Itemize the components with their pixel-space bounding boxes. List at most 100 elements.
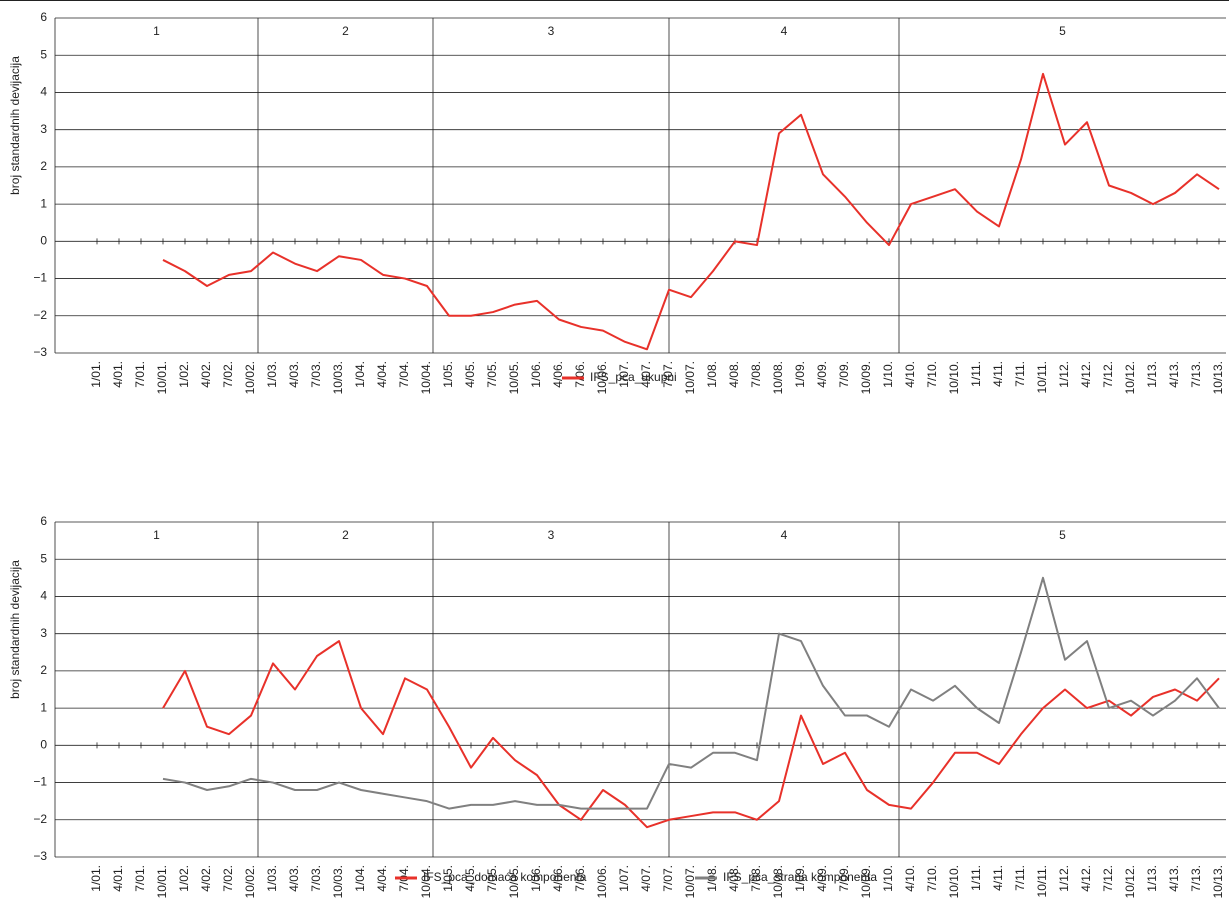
section-label: 3 xyxy=(548,528,555,542)
x-tick-label: 10/08. xyxy=(771,865,785,898)
x-tick-label: 1/01. xyxy=(89,361,103,388)
x-tick-label: 7/11. xyxy=(1013,865,1027,891)
x-tick-label: 4/13. xyxy=(1167,361,1181,388)
x-tick-label: 7/08. xyxy=(749,865,763,892)
x-tick-label: 1/04. xyxy=(353,361,367,388)
section-label: 3 xyxy=(548,24,555,38)
x-tick-label: 7/13. xyxy=(1189,361,1203,388)
x-tick-label: 10/04. xyxy=(419,361,433,394)
section-label: 2 xyxy=(342,24,349,38)
y-tick-label: 6 xyxy=(40,514,47,528)
x-tick-label: 7/06. xyxy=(573,361,587,388)
x-tick-label: 4/04. xyxy=(375,361,389,388)
y-axis-label: broj standardnih devijacija xyxy=(8,560,22,699)
y-tick-label: 2 xyxy=(40,159,47,173)
section-label: 1 xyxy=(153,24,160,38)
x-tick-label: 1/07. xyxy=(617,361,631,388)
x-tick-label: 4/03. xyxy=(287,865,301,892)
x-tick-label: 7/04. xyxy=(397,361,411,388)
x-tick-label: 1/02. xyxy=(177,361,191,388)
x-tick-label: 4/11. xyxy=(991,865,1005,891)
x-tick-label: 1/06. xyxy=(529,865,543,892)
x-tick-label: 1/12. xyxy=(1057,865,1071,892)
y-tick-label: 4 xyxy=(40,85,47,99)
y-tick-label: −1 xyxy=(33,271,47,285)
x-tick-label: 10/03. xyxy=(331,361,345,394)
legend-label: IFS_pca_strana komponenta xyxy=(723,870,877,884)
y-tick-label: 0 xyxy=(40,738,47,752)
x-tick-label: 10/02. xyxy=(243,865,257,898)
y-tick-label: 5 xyxy=(40,47,47,61)
x-tick-label: 4/07. xyxy=(639,361,653,388)
x-tick-label: 1/08. xyxy=(705,361,719,388)
x-tick-label: 7/05. xyxy=(485,361,499,388)
y-tick-label: 1 xyxy=(40,196,47,210)
x-tick-label: 10/03. xyxy=(331,865,345,898)
x-tick-label: 4/04. xyxy=(375,865,389,892)
x-tick-label: 10/06. xyxy=(595,361,609,394)
x-tick-label: 10/07. xyxy=(683,865,697,898)
series-line xyxy=(162,576,1220,810)
x-tick-label: 7/02. xyxy=(221,361,235,388)
x-tick-label: 7/09. xyxy=(837,865,851,892)
x-tick-label: 1/06. xyxy=(529,361,543,388)
x-tick-label: 4/05. xyxy=(463,865,477,892)
y-tick-label: 1 xyxy=(40,700,47,714)
x-tick-label: 1/05. xyxy=(441,865,455,892)
y-tick-label: 3 xyxy=(40,626,47,640)
section-label: 1 xyxy=(153,528,160,542)
x-tick-label: 4/07. xyxy=(639,865,653,892)
x-tick-label: 4/01. xyxy=(111,361,125,388)
x-tick-label: 10/04. xyxy=(419,865,433,898)
x-tick-label: 10/13. xyxy=(1211,865,1225,898)
section-label: 5 xyxy=(1059,528,1066,542)
x-tick-label: 7/06. xyxy=(573,865,587,892)
x-tick-label: 10/05. xyxy=(507,361,521,394)
x-tick-label: 7/03. xyxy=(309,865,323,892)
x-tick-label: 7/11. xyxy=(1013,361,1027,387)
x-tick-label: 4/02. xyxy=(199,865,213,892)
x-tick-label: 1/11. xyxy=(969,865,983,891)
x-tick-label: 10/09. xyxy=(859,865,873,898)
legend-label: IFS_pca_domaća komponenta xyxy=(423,870,587,884)
section-label: 4 xyxy=(781,528,788,542)
x-tick-label: 7/02. xyxy=(221,865,235,892)
x-tick-label: 10/13. xyxy=(1211,361,1225,394)
x-tick-label: 7/01. xyxy=(133,361,147,388)
x-tick-label: 10/09. xyxy=(859,361,873,394)
x-tick-label: 7/09. xyxy=(837,361,851,388)
x-tick-label: 10/02. xyxy=(243,361,257,394)
x-tick-label: 7/05. xyxy=(485,865,499,892)
x-tick-label: 1/09. xyxy=(793,361,807,388)
series-line xyxy=(162,640,1220,829)
y-tick-label: 2 xyxy=(40,663,47,677)
x-tick-label: 4/06. xyxy=(551,865,565,892)
x-tick-label: 1/04. xyxy=(353,865,367,892)
x-tick-label: 1/01. xyxy=(89,865,103,892)
x-tick-label: 10/12. xyxy=(1123,361,1137,394)
x-tick-label: 1/03. xyxy=(265,865,279,892)
x-tick-label: 10/05. xyxy=(507,865,521,898)
x-tick-label: 7/12. xyxy=(1101,865,1115,892)
x-tick-label: 7/10. xyxy=(925,361,939,388)
x-tick-label: 1/13. xyxy=(1145,865,1159,892)
x-tick-label: 4/11. xyxy=(991,361,1005,387)
x-tick-label: 1/11. xyxy=(969,361,983,387)
y-tick-label: 5 xyxy=(40,551,47,565)
x-tick-label: 7/01. xyxy=(133,865,147,892)
x-tick-label: 10/07. xyxy=(683,361,697,394)
x-tick-label: 10/01. xyxy=(155,361,169,394)
x-tick-label: 4/10. xyxy=(903,865,917,892)
section-label: 5 xyxy=(1059,24,1066,38)
x-tick-label: 1/09. xyxy=(793,865,807,892)
x-tick-label: 10/10. xyxy=(947,361,961,394)
x-tick-label: 4/09. xyxy=(815,865,829,892)
x-tick-label: 4/10. xyxy=(903,361,917,388)
series-line xyxy=(162,72,1220,351)
y-axis-label: broj standardnih devijacija xyxy=(8,56,22,195)
x-tick-label: 1/03. xyxy=(265,361,279,388)
x-tick-label: 4/12. xyxy=(1079,865,1093,892)
x-tick-label: 4/09. xyxy=(815,361,829,388)
legend-label: IFS_pca_ukupni xyxy=(590,370,677,384)
x-tick-label: 4/12. xyxy=(1079,361,1093,388)
